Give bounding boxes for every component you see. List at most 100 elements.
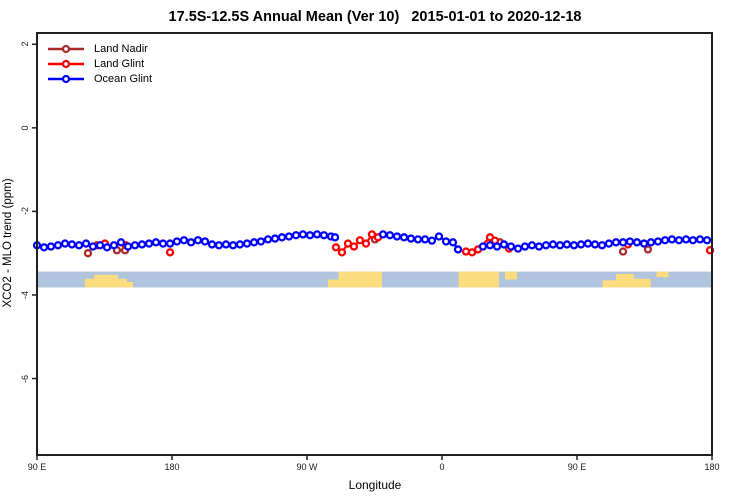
data-point-ocean-glint <box>81 239 91 248</box>
data-point-ocean-glint <box>53 241 63 250</box>
data-point-ocean-glint <box>448 238 458 247</box>
data-point-ocean-glint <box>179 236 189 245</box>
data-point-land-glint <box>337 248 347 257</box>
data-point-land-glint <box>467 248 477 257</box>
y-tick-label: -4 <box>20 290 30 299</box>
y-tick-label: -2 <box>20 207 30 216</box>
data-point-ocean-glint <box>478 242 488 251</box>
data-point-ocean-glint <box>123 242 133 251</box>
x-tick-label: 90 E <box>567 462 587 472</box>
legend-marker-land-glint <box>48 59 84 68</box>
data-point-ocean-glint <box>305 231 315 240</box>
data-point-ocean-glint <box>453 245 463 254</box>
x-tick-label: 180 <box>164 462 180 472</box>
data-point-ocean-glint <box>137 240 147 249</box>
plot-border <box>36 32 713 456</box>
data-point-ocean-glint <box>632 238 642 247</box>
data-point-ocean-glint <box>583 239 593 248</box>
data-point-ocean-glint <box>534 242 544 251</box>
data-point-ocean-glint <box>513 244 523 253</box>
land-patch <box>458 271 499 288</box>
data-point-ocean-glint <box>263 235 273 244</box>
data-point-ocean-glint <box>298 230 308 239</box>
data-point-ocean-glint <box>702 236 712 245</box>
data-point-land-glint <box>367 230 377 239</box>
data-point-ocean-glint <box>151 238 161 247</box>
land-patch <box>634 278 651 288</box>
data-point-land-glint <box>349 242 359 251</box>
data-point-ocean-glint <box>427 236 437 245</box>
data-point-ocean-glint <box>597 241 607 250</box>
data-point-ocean-glint <box>172 237 182 246</box>
land-patch <box>616 273 634 288</box>
data-point-ocean-glint <box>88 242 98 251</box>
data-point-ocean-glint <box>420 235 430 244</box>
data-point-ocean-glint <box>249 238 259 247</box>
y-tick-label: -6 <box>20 374 30 383</box>
data-point-ocean-glint <box>95 241 105 250</box>
data-point-ocean-glint <box>207 240 217 249</box>
data-point-ocean-glint <box>277 233 287 242</box>
data-point-land-glint <box>343 239 353 248</box>
data-point-ocean-glint <box>270 234 280 243</box>
data-point-ocean-glint <box>221 240 231 249</box>
data-point-ocean-glint <box>639 239 649 248</box>
x-axis-label: Longitude <box>348 478 402 492</box>
data-point-ocean-glint <box>235 240 245 249</box>
land-patch <box>602 280 616 288</box>
data-point-land-nadir <box>618 247 628 256</box>
land-patch <box>127 281 133 288</box>
data-point-ocean-glint <box>399 233 409 242</box>
land-patch <box>328 279 339 288</box>
data-point-ocean-glint <box>492 242 502 251</box>
data-point-ocean-glint <box>681 235 691 244</box>
data-point-ocean-glint <box>413 235 423 244</box>
chart-title: 17.5S-12.5S Annual Mean (Ver 10) 2015-01… <box>168 9 582 25</box>
legend-label-ocean-glint: Ocean Glint <box>94 72 153 85</box>
data-point-ocean-glint <box>506 242 516 251</box>
data-point-ocean-glint <box>667 235 677 244</box>
data-point-ocean-glint <box>312 230 322 239</box>
legend-item-ocean-glint: Ocean Glint <box>46 71 152 86</box>
data-point-ocean-glint <box>116 238 126 247</box>
legend-marker-ocean-glint <box>48 74 84 83</box>
x-tick-label: 0 <box>439 462 445 472</box>
data-point-ocean-glint <box>527 241 537 250</box>
data-point-ocean-glint <box>67 240 77 249</box>
data-point-land-glint <box>355 236 365 245</box>
legend-label-land-nadir: Land Nadir <box>94 42 148 55</box>
data-point-ocean-glint <box>109 241 119 250</box>
data-point-ocean-glint <box>200 237 210 246</box>
data-point-ocean-glint <box>541 241 551 250</box>
data-point-ocean-glint <box>39 243 49 252</box>
data-point-ocean-glint <box>330 233 340 242</box>
data-point-ocean-glint <box>165 239 175 248</box>
y-tick-label: 0 <box>20 125 30 131</box>
land-patch <box>505 271 517 280</box>
data-point-ocean-glint <box>319 231 329 240</box>
data-point-ocean-glint <box>193 236 203 245</box>
data-point-ocean-glint <box>625 237 635 246</box>
data-point-ocean-glint <box>406 234 416 243</box>
data-point-ocean-glint <box>688 236 698 245</box>
data-point-ocean-glint <box>611 238 621 247</box>
data-point-land-glint <box>331 243 341 252</box>
land-patch <box>656 271 669 278</box>
data-point-ocean-glint <box>653 237 663 246</box>
data-point-ocean-glint <box>576 240 586 249</box>
y-tick-label: 2 <box>20 41 30 47</box>
data-point-ocean-glint <box>74 241 84 250</box>
data-point-ocean-glint <box>441 237 451 246</box>
data-point-ocean-glint <box>520 242 530 251</box>
data-point-ocean-glint <box>485 241 495 250</box>
legend-item-land-nadir: Land Nadir <box>46 41 152 56</box>
data-point-ocean-glint <box>214 241 224 250</box>
data-point-ocean-glint <box>378 230 388 239</box>
x-tick-label: 90 E <box>27 462 47 472</box>
data-point-ocean-glint <box>646 238 656 247</box>
data-point-land-nadir <box>83 249 93 258</box>
land-patch <box>94 274 118 279</box>
legend-label-land-glint: Land Glint <box>94 57 145 70</box>
data-point-ocean-glint <box>256 237 266 246</box>
